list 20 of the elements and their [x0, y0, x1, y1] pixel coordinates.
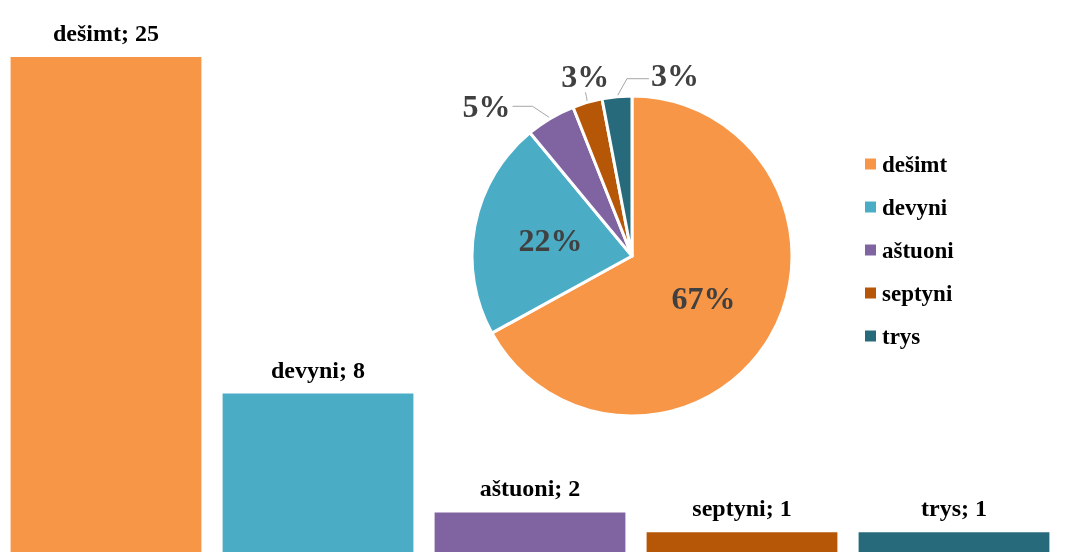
legend-label: devyni: [882, 194, 948, 220]
data-label: 3%: [650, 56, 699, 93]
bar: [434, 512, 626, 552]
data-label: 3%: [561, 58, 610, 95]
legend-label: septyni: [882, 280, 953, 306]
bar: [10, 57, 202, 552]
legend-label: trys: [882, 323, 921, 349]
legend-label: aštuoni: [882, 237, 955, 263]
legend-label: dešimt: [882, 151, 948, 177]
data-label: 67%: [671, 280, 736, 317]
data-label: septyni; 1: [692, 495, 792, 522]
data-label: 22%: [518, 222, 583, 259]
data-label: dešimt; 25: [53, 20, 159, 46]
data-label: trys; 1: [921, 495, 987, 522]
data-label: 5%: [462, 88, 511, 125]
bar: [646, 532, 838, 552]
data-label: aštuoni; 2: [479, 475, 581, 502]
bar: [858, 532, 1050, 552]
data-label: devyni; 8: [270, 356, 366, 383]
bar: [222, 393, 414, 552]
